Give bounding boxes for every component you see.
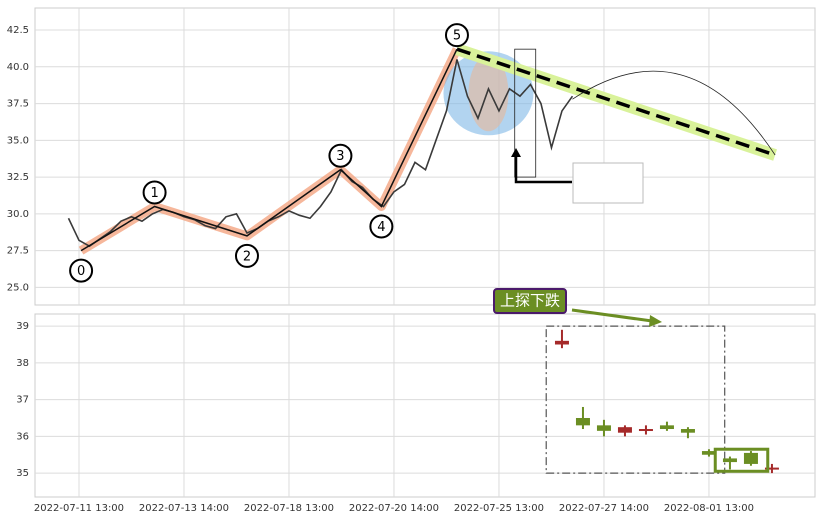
wave-line (80, 48, 458, 252)
annotation-arrow (571, 308, 653, 323)
plot-layer: 25.0 27.5 30.0 32.5 35.0 37.5 40.0 42.5 0 1 2 3 4 5 35… (7, 8, 815, 514)
x-tick-label: 2022-07-18 13:00 (244, 503, 334, 514)
x-tick-label: 2022-08-01 13:00 (664, 503, 754, 514)
candle-body (680, 429, 695, 433)
y-tick-label: 42.5 (7, 25, 29, 36)
x-tick-label: 2022-07-27 14:00 (559, 503, 649, 514)
wave-marker (369, 214, 394, 239)
wave-label: 3 (336, 149, 344, 164)
candle-body (743, 452, 758, 464)
x-tick-label: 2022-07-13 14:00 (139, 503, 229, 514)
focus-box (545, 325, 726, 474)
candle-body (554, 340, 569, 345)
pointer-arrow-head (511, 148, 521, 157)
y-tick-label: 39 (16, 321, 29, 332)
trend-line (456, 47, 776, 157)
focus-box (514, 48, 537, 178)
inset-box (572, 162, 644, 204)
wave-marker (69, 258, 94, 283)
y-tick-label: 40.0 (7, 62, 29, 73)
candle-body (617, 427, 632, 433)
wave-marker (142, 180, 167, 205)
y-tick-label: 36 (16, 431, 29, 442)
y-tick-label: 35.0 (7, 135, 29, 146)
annotation-text: 上探下跌 (500, 292, 560, 310)
y-tick-label: 32.5 (7, 172, 29, 183)
annotation-box (493, 288, 567, 314)
highlight-inner (468, 55, 509, 132)
y-tick-label: 38 (16, 358, 29, 369)
top-panel-frame (34, 7, 816, 306)
x-tick-label: 2022-07-11 13:00 (34, 503, 124, 514)
wave-label: 5 (453, 29, 461, 44)
price-line (67, 59, 574, 248)
bottom-panel-frame (34, 313, 816, 498)
y-tick-label: 27.5 (7, 246, 29, 257)
wave-marker (234, 243, 259, 268)
candle-body (638, 429, 653, 432)
y-tick-label: 30.0 (7, 209, 29, 220)
candle-body (722, 458, 737, 463)
wave-label: 1 (150, 186, 158, 201)
candle-body (764, 467, 779, 470)
candle-body (596, 425, 611, 431)
pointer-arrow (514, 154, 572, 184)
candle-body (659, 425, 674, 430)
wave-label: 4 (377, 220, 385, 235)
x-tick-label: 2022-07-20 14:00 (349, 503, 439, 514)
wave-marker (444, 23, 469, 48)
x-tick-label: 2022-07-25 13:00 (454, 503, 544, 514)
wave-label: 2 (243, 249, 251, 264)
wave-label: 0 (77, 264, 85, 279)
highlight-box (713, 447, 770, 473)
y-tick-label: 25.0 (7, 282, 29, 293)
candle-body (701, 451, 716, 455)
y-tick-label: 35 (16, 468, 29, 479)
candle-body (575, 417, 590, 426)
projection-arc (572, 70, 776, 156)
y-tick-label: 37.5 (7, 99, 29, 110)
y-tick-label: 37 (16, 395, 29, 406)
wave-marker (328, 143, 353, 168)
annotation-arrow-head (649, 315, 662, 327)
